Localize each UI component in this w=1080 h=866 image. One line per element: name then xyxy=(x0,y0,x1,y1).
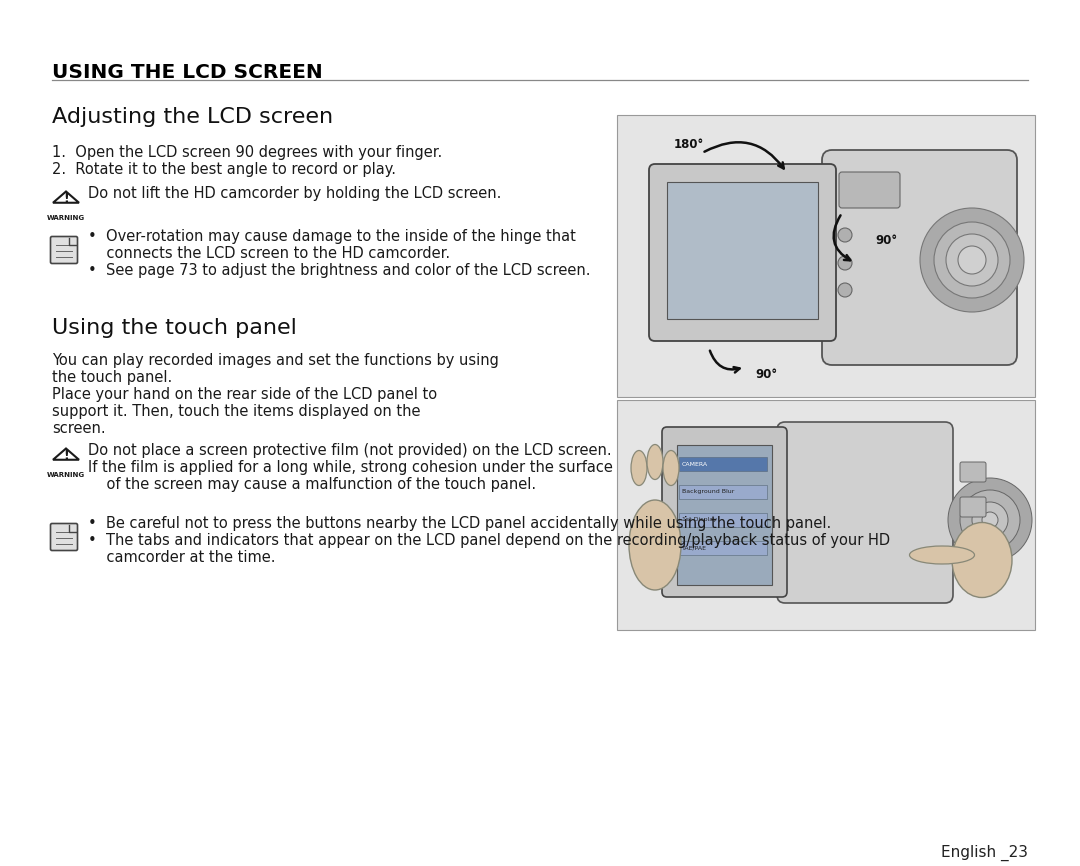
Circle shape xyxy=(948,478,1032,562)
Text: 2.  Rotate it to the best angle to record or play.: 2. Rotate it to the best angle to record… xyxy=(52,162,396,177)
FancyBboxPatch shape xyxy=(677,445,772,585)
Text: of the screen may cause a malfunction of the touch panel.: of the screen may cause a malfunction of… xyxy=(87,477,536,492)
Text: camcorder at the time.: camcorder at the time. xyxy=(87,550,275,565)
Text: Do not lift the HD camcorder by holding the LCD screen.: Do not lift the HD camcorder by holding … xyxy=(87,186,501,201)
FancyBboxPatch shape xyxy=(839,172,900,208)
Text: 90°: 90° xyxy=(875,234,897,247)
Text: the touch panel.: the touch panel. xyxy=(52,370,172,385)
Text: WARNING: WARNING xyxy=(46,472,85,478)
Text: Do not place a screen protective film (not provided) on the LCD screen.: Do not place a screen protective film (n… xyxy=(87,443,611,458)
Text: connects the LCD screen to the HD camcorder.: connects the LCD screen to the HD camcor… xyxy=(87,246,450,261)
Ellipse shape xyxy=(909,546,974,564)
Text: You can play recorded images and set the functions by using: You can play recorded images and set the… xyxy=(52,353,499,368)
Ellipse shape xyxy=(629,500,681,590)
Circle shape xyxy=(934,222,1010,298)
FancyBboxPatch shape xyxy=(662,427,787,597)
Circle shape xyxy=(982,512,998,528)
FancyBboxPatch shape xyxy=(679,485,767,499)
Text: English _23: English _23 xyxy=(941,845,1028,861)
Text: !: ! xyxy=(63,191,69,204)
FancyBboxPatch shape xyxy=(617,115,1035,397)
Circle shape xyxy=(920,208,1024,312)
Ellipse shape xyxy=(631,450,647,486)
FancyBboxPatch shape xyxy=(679,513,767,527)
FancyBboxPatch shape xyxy=(51,524,78,551)
Text: •  See page 73 to adjust the brightness and color of the LCD screen.: • See page 73 to adjust the brightness a… xyxy=(87,263,591,278)
Text: Background Blur: Background Blur xyxy=(681,489,734,494)
FancyBboxPatch shape xyxy=(960,462,986,482)
Text: WARNING: WARNING xyxy=(46,215,85,221)
Ellipse shape xyxy=(663,450,679,486)
Text: TAE/PAE: TAE/PAE xyxy=(681,546,707,551)
Ellipse shape xyxy=(951,522,1012,598)
Text: •  The tabs and indicators that appear on the LCD panel depend on the recording/: • The tabs and indicators that appear on… xyxy=(87,533,890,548)
FancyBboxPatch shape xyxy=(51,236,78,263)
Circle shape xyxy=(972,502,1008,538)
Circle shape xyxy=(838,283,852,297)
FancyBboxPatch shape xyxy=(822,150,1017,365)
Text: If the film is applied for a long while, strong cohesion under the surface: If the film is applied for a long while,… xyxy=(87,460,612,475)
Text: •  Be careful not to press the buttons nearby the LCD panel accidentally while u: • Be careful not to press the buttons ne… xyxy=(87,516,832,531)
FancyBboxPatch shape xyxy=(960,497,986,517)
FancyBboxPatch shape xyxy=(667,182,818,319)
Circle shape xyxy=(838,228,852,242)
Text: CAMERA: CAMERA xyxy=(681,462,708,467)
Text: !: ! xyxy=(63,449,69,462)
Text: Using the touch panel: Using the touch panel xyxy=(52,318,297,338)
Ellipse shape xyxy=(647,444,663,480)
Text: 1.  Open the LCD screen 90 degrees with your finger.: 1. Open the LCD screen 90 degrees with y… xyxy=(52,145,442,160)
Text: •  Over-rotation may cause damage to the inside of the hinge that: • Over-rotation may cause damage to the … xyxy=(87,229,576,244)
Text: 90°: 90° xyxy=(755,369,778,382)
Circle shape xyxy=(958,246,986,274)
Circle shape xyxy=(960,490,1020,550)
Circle shape xyxy=(946,234,998,286)
Text: screen.: screen. xyxy=(52,421,106,436)
Text: USING THE LCD SCREEN: USING THE LCD SCREEN xyxy=(52,63,323,82)
Text: Adjusting the LCD screen: Adjusting the LCD screen xyxy=(52,107,333,127)
Text: support it. Then, touch the items displayed on the: support it. Then, touch the items displa… xyxy=(52,404,420,419)
Text: 180°: 180° xyxy=(674,139,704,152)
Text: 1st Display: 1st Display xyxy=(681,518,717,522)
FancyBboxPatch shape xyxy=(679,457,767,471)
FancyBboxPatch shape xyxy=(617,400,1035,630)
FancyBboxPatch shape xyxy=(649,164,836,341)
Text: Place your hand on the rear side of the LCD panel to: Place your hand on the rear side of the … xyxy=(52,387,437,402)
Circle shape xyxy=(838,256,852,270)
FancyBboxPatch shape xyxy=(777,422,953,603)
FancyBboxPatch shape xyxy=(679,541,767,555)
